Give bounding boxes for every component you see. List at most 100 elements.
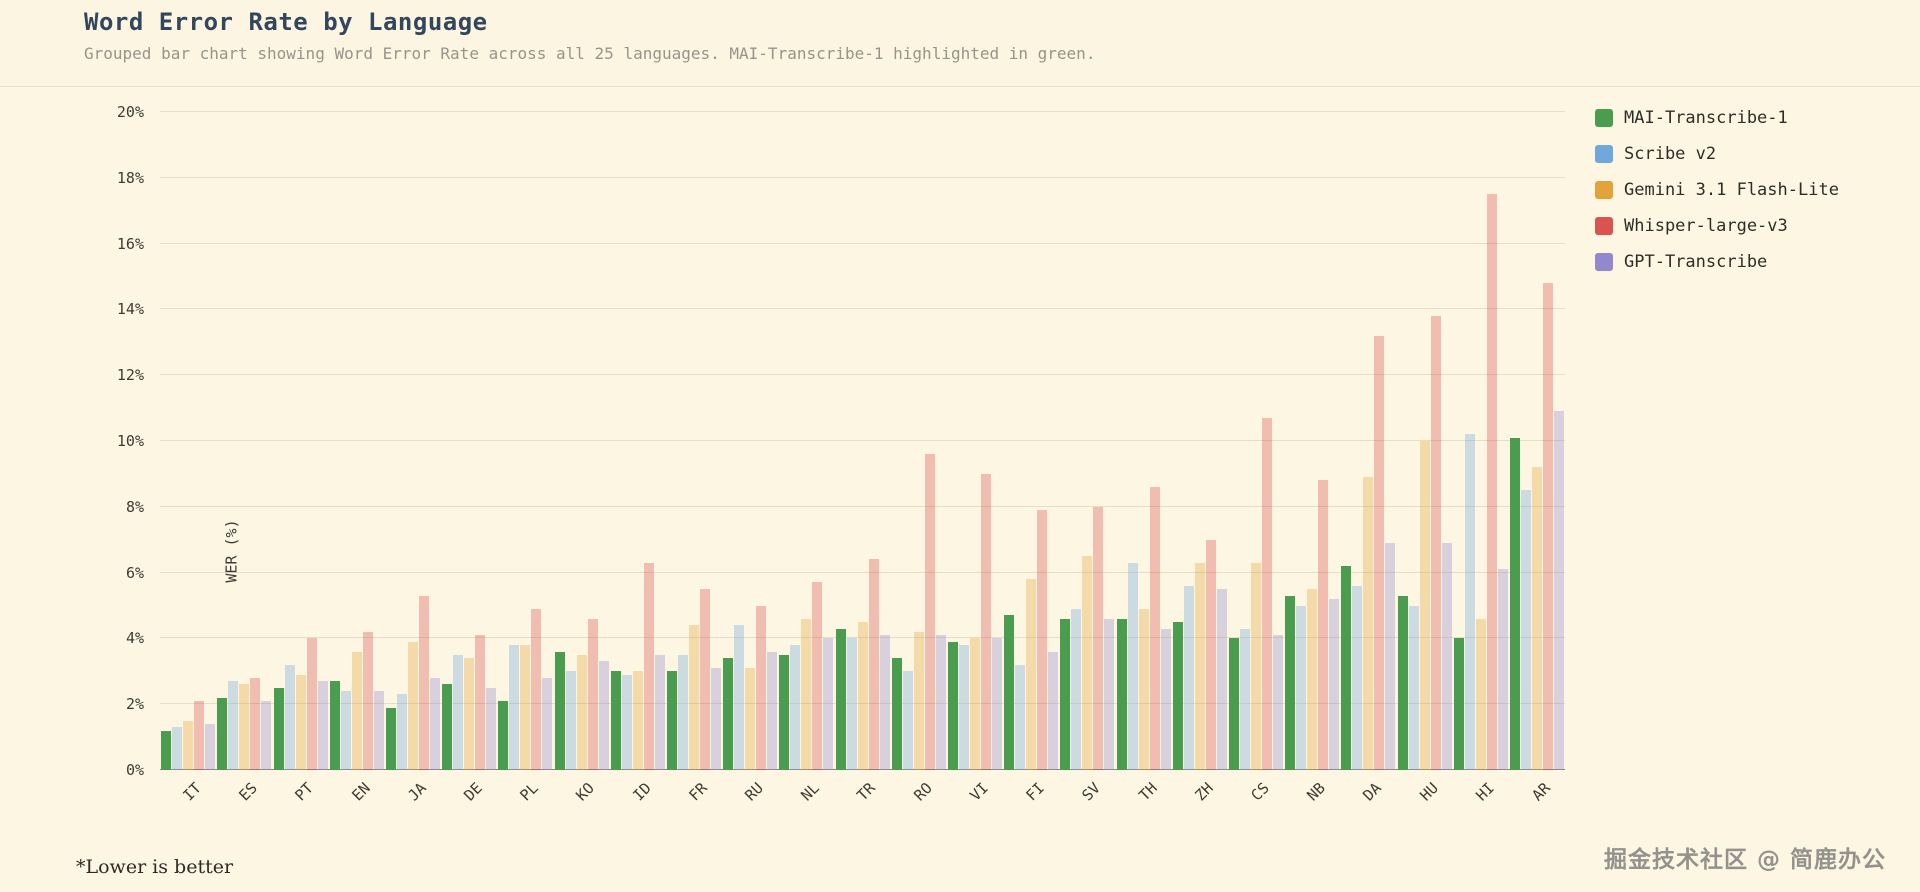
bar-gemini-3-1-flash-lite-nl — [801, 618, 812, 770]
bar-group-es: ES — [216, 112, 272, 805]
bar-gemini-3-1-flash-lite-pl — [520, 644, 531, 770]
bar-gemini-3-1-flash-lite-en — [351, 651, 362, 770]
bar-group-de: DE — [441, 112, 497, 805]
bar-mai-transcribe-1-da — [1341, 566, 1352, 770]
bar-group-nl: NL — [778, 112, 834, 805]
bar-gpt-transcribe-nl — [823, 638, 834, 770]
bar-mai-transcribe-1-it — [161, 730, 172, 770]
bar-group-fi: FI — [1003, 112, 1059, 805]
x-tick-label: ES — [235, 779, 262, 805]
gridline — [160, 703, 1565, 705]
bar-mai-transcribe-1-ar — [1509, 437, 1520, 770]
chart-plot-area: 0% 2% 4% 6% 8% 10% 12% 14% 16% 18% 20% IT ES PT EN JA D… — [117, 103, 1565, 805]
x-tick-label: TR — [853, 779, 880, 805]
legend-label: Gemini 3.1 Flash-Lite — [1624, 180, 1839, 200]
bar-scribe-v2-nb — [1296, 605, 1307, 770]
chart-legend: MAI-Transcribe-1 Scribe v2 Gemini 3.1 Flas… — [1595, 108, 1839, 272]
page-subtitle: Grouped bar chart showing Word Error Rat… — [84, 44, 1096, 63]
x-tick-label: HU — [1415, 779, 1442, 805]
legend-item-mai-transcribe-1: MAI-Transcribe-1 — [1595, 108, 1839, 128]
y-tick-label: 10% — [116, 432, 144, 450]
bar-group-ar: AR — [1509, 112, 1565, 805]
bar-gemini-3-1-flash-lite-ar — [1531, 467, 1542, 770]
bar-gemini-3-1-flash-lite-da — [1363, 477, 1374, 770]
bar-scribe-v2-it — [172, 727, 183, 770]
page-title: Word Error Rate by Language — [84, 8, 488, 36]
bar-mai-transcribe-1-ja — [385, 707, 396, 770]
bar-gpt-transcribe-fi — [1048, 651, 1059, 770]
legend-label: MAI-Transcribe-1 — [1624, 108, 1788, 128]
bar-scribe-v2-th — [1127, 562, 1138, 770]
bar-whisper-large-v3-zh — [1205, 539, 1216, 770]
bar-whisper-large-v3-fi — [1037, 510, 1048, 770]
bar-gemini-3-1-flash-lite-hi — [1475, 618, 1486, 770]
bar-mai-transcribe-1-hi — [1453, 638, 1464, 770]
legend-label: Whisper-large-v3 — [1624, 216, 1788, 236]
y-tick-label: 6% — [125, 563, 144, 582]
legend-label: Scribe v2 — [1624, 144, 1717, 164]
x-tick-label: PT — [291, 779, 318, 805]
bar-scribe-v2-de — [453, 654, 464, 770]
bar-whisper-large-v3-en — [362, 631, 373, 770]
x-tick-label: CS — [1247, 779, 1273, 805]
x-axis-line — [160, 769, 1565, 770]
bar-mai-transcribe-1-fi — [1004, 615, 1015, 770]
x-tick-label: NL — [797, 779, 824, 805]
bar-whisper-large-v3-ro — [924, 454, 935, 770]
bar-mai-transcribe-1-id — [610, 671, 621, 770]
x-tick-label: EN — [347, 779, 374, 805]
bar-group-id: ID — [610, 112, 666, 805]
bar-whisper-large-v3-ar — [1542, 283, 1553, 770]
bar-gpt-transcribe-zh — [1216, 589, 1227, 770]
bar-mai-transcribe-1-pt — [273, 687, 284, 770]
bar-gemini-3-1-flash-lite-vi — [969, 638, 980, 770]
bar-mai-transcribe-1-fr — [666, 671, 677, 770]
bar-gpt-transcribe-ru — [767, 651, 778, 770]
bar-scribe-v2-en — [340, 691, 351, 770]
bar-scribe-v2-hi — [1464, 434, 1475, 770]
bar-whisper-large-v3-hi — [1486, 194, 1497, 770]
bar-scribe-v2-zh — [1183, 585, 1194, 770]
bar-scribe-v2-ro — [902, 671, 913, 770]
y-tick-label: 8% — [125, 497, 144, 516]
bar-gemini-3-1-flash-lite-id — [632, 671, 643, 770]
x-tick-label: VI — [966, 779, 992, 805]
bar-scribe-v2-cs — [1239, 628, 1250, 770]
y-tick-label: 4% — [125, 629, 144, 648]
bar-group-ro: RO — [891, 112, 947, 805]
bar-mai-transcribe-1-ko — [554, 651, 565, 770]
gridline — [160, 111, 1565, 112]
bar-gpt-transcribe-en — [373, 691, 384, 770]
bar-gemini-3-1-flash-lite-ko — [576, 654, 587, 770]
x-tick-label: TH — [1134, 779, 1161, 805]
bar-scribe-v2-da — [1352, 585, 1363, 770]
grid-layer: 0% 2% 4% 6% 8% 10% 12% 14% 16% 18% 20% — [117, 103, 1565, 779]
x-tick-label: FI — [1022, 779, 1048, 805]
bar-group-ja: JA — [385, 112, 441, 805]
bar-group-vi: VI — [947, 112, 1003, 805]
y-tick-label: 2% — [125, 695, 144, 714]
bar-gemini-3-1-flash-lite-nb — [1307, 589, 1318, 770]
bar-scribe-v2-ja — [396, 694, 407, 770]
bar-group-ko: KO — [553, 112, 609, 805]
bar-mai-transcribe-1-es — [217, 697, 228, 770]
x-tick-label: DA — [1359, 779, 1386, 805]
bar-whisper-large-v3-cs — [1261, 417, 1272, 770]
bar-scribe-v2-sv — [1071, 608, 1082, 770]
gridline — [160, 308, 1565, 310]
bar-scribe-v2-ar — [1520, 490, 1531, 770]
bar-gpt-transcribe-it — [205, 723, 216, 770]
x-tick-label: KO — [572, 779, 599, 805]
y-tick-label: 18% — [116, 168, 144, 187]
bar-mai-transcribe-1-nl — [779, 654, 790, 770]
bar-group-da: DA — [1340, 112, 1396, 805]
bar-gemini-3-1-flash-lite-tr — [857, 621, 868, 770]
legend-item-scribe-v2: Scribe v2 — [1595, 144, 1839, 164]
bar-group-pt: PT — [272, 112, 328, 805]
bars-layer: IT ES PT EN JA DE PL KO ID FR RU NL TR RO VI FI SV TH ZH CS… — [160, 112, 1565, 805]
bar-scribe-v2-ru — [734, 625, 745, 770]
bar-gpt-transcribe-vi — [991, 638, 1002, 770]
bar-whisper-large-v3-ko — [587, 618, 598, 770]
bar-scribe-v2-vi — [958, 644, 969, 770]
bar-mai-transcribe-1-nb — [1285, 595, 1296, 770]
